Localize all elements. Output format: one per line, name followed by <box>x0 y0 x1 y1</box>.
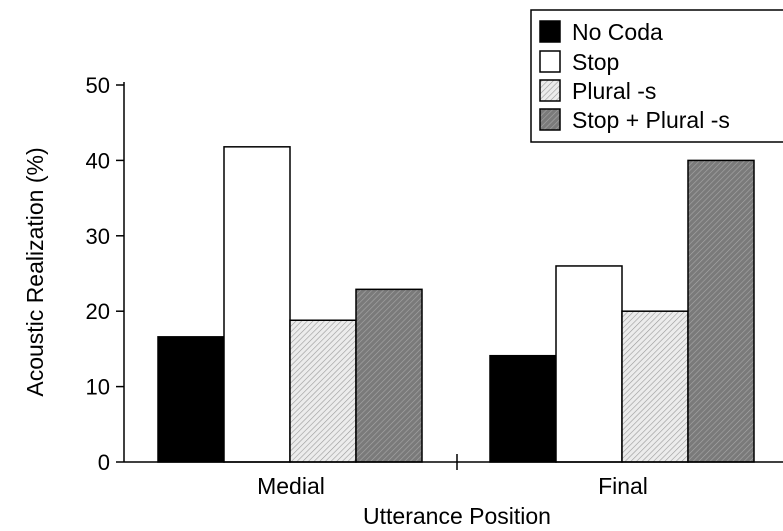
x-labels-group: Medial Final <box>257 473 648 499</box>
bar-final-stop <box>555 265 623 463</box>
legend-swatch-stop <box>539 50 561 73</box>
bar-medial-plural-s <box>289 319 357 463</box>
y-tick-label: 0 <box>98 450 110 475</box>
y-tick-label: 20 <box>86 299 110 324</box>
bar-medial-stop <box>223 146 291 463</box>
legend-label-stop: Stop <box>572 49 619 75</box>
x-category-label: Medial <box>257 473 325 499</box>
bar-medial-no-coda <box>157 336 225 463</box>
legend-label-no-coda: No Coda <box>572 19 663 45</box>
legend-swatch-no-coda <box>539 20 561 43</box>
bar-final-stop-plural-s <box>687 159 755 463</box>
y-tick-label: 40 <box>86 148 110 173</box>
y-axis-title: Acoustic Realization (%) <box>22 147 48 396</box>
y-ticks-group: 0 10 20 30 40 50 <box>86 73 124 475</box>
legend-swatch-stop-plural-s <box>539 108 561 131</box>
x-axis-title: Utterance Position <box>363 503 551 529</box>
y-tick-label: 50 <box>86 73 110 98</box>
legend: No Coda Stop Plural -s Stop + Plural -s <box>530 9 783 143</box>
legend-frame <box>530 9 783 143</box>
bar-final-no-coda <box>489 354 557 463</box>
bars-group <box>157 146 755 463</box>
bar-medial-stop-plural-s <box>355 288 423 463</box>
bar-final-plural-s <box>621 310 689 463</box>
legend-label-stop-plural-s: Stop + Plural -s <box>572 107 730 133</box>
legend-label-plural-s: Plural -s <box>572 78 656 104</box>
y-tick-label: 30 <box>86 224 110 249</box>
x-category-label: Final <box>598 473 648 499</box>
legend-swatch-plural-s <box>539 79 561 102</box>
y-tick-label: 10 <box>86 375 110 400</box>
